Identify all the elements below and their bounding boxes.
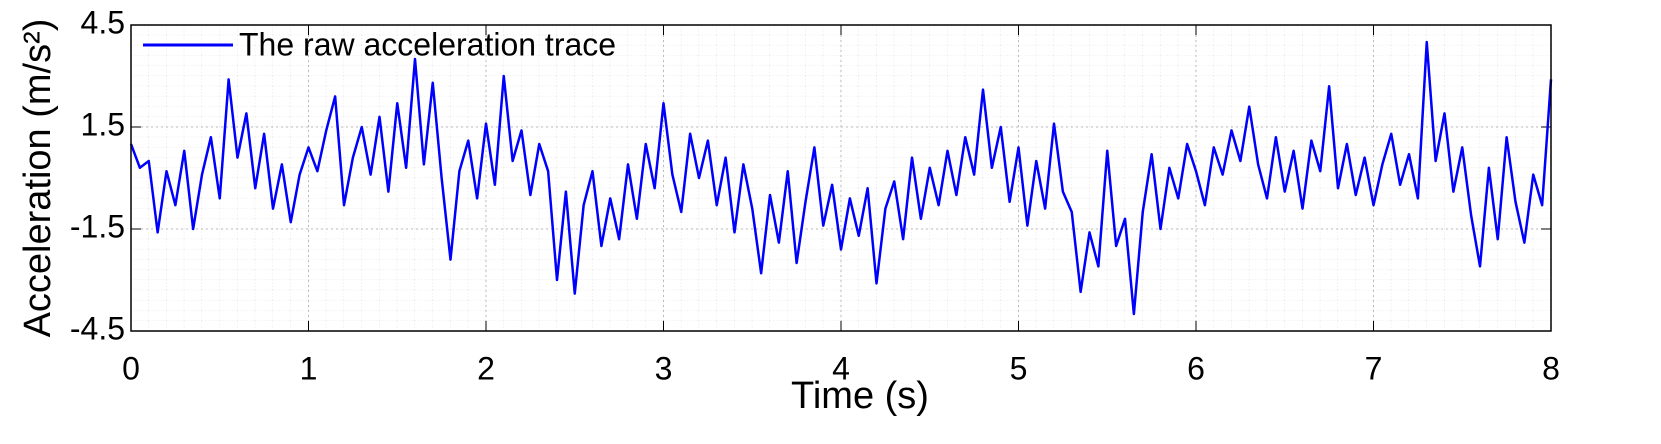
x-tick-label: 2 [477, 350, 495, 386]
x-tick-label: 1 [300, 350, 318, 386]
x-tick-label: 0 [122, 350, 140, 386]
y-axis-title: Acceleration (m/s²) [17, 19, 59, 338]
y-tick-label: 4.5 [81, 4, 125, 40]
plot-frame [130, 24, 1552, 332]
x-tick-label: 4 [832, 350, 850, 386]
y-tick-label: 1.5 [81, 106, 125, 142]
legend-label: The raw acceleration trace [239, 26, 616, 62]
x-axis-title: Time (s) [791, 375, 929, 417]
data-line [129, 40, 1553, 316]
x-tick-label: 5 [1010, 350, 1028, 386]
x-tick-label: 3 [655, 350, 673, 386]
x-tick-label: 8 [1542, 350, 1560, 386]
y-tick-label: -4.5 [70, 310, 125, 346]
x-tick-label: 6 [1187, 350, 1205, 386]
x-tick-label: 7 [1365, 350, 1383, 386]
y-tick-label: -1.5 [70, 208, 125, 244]
